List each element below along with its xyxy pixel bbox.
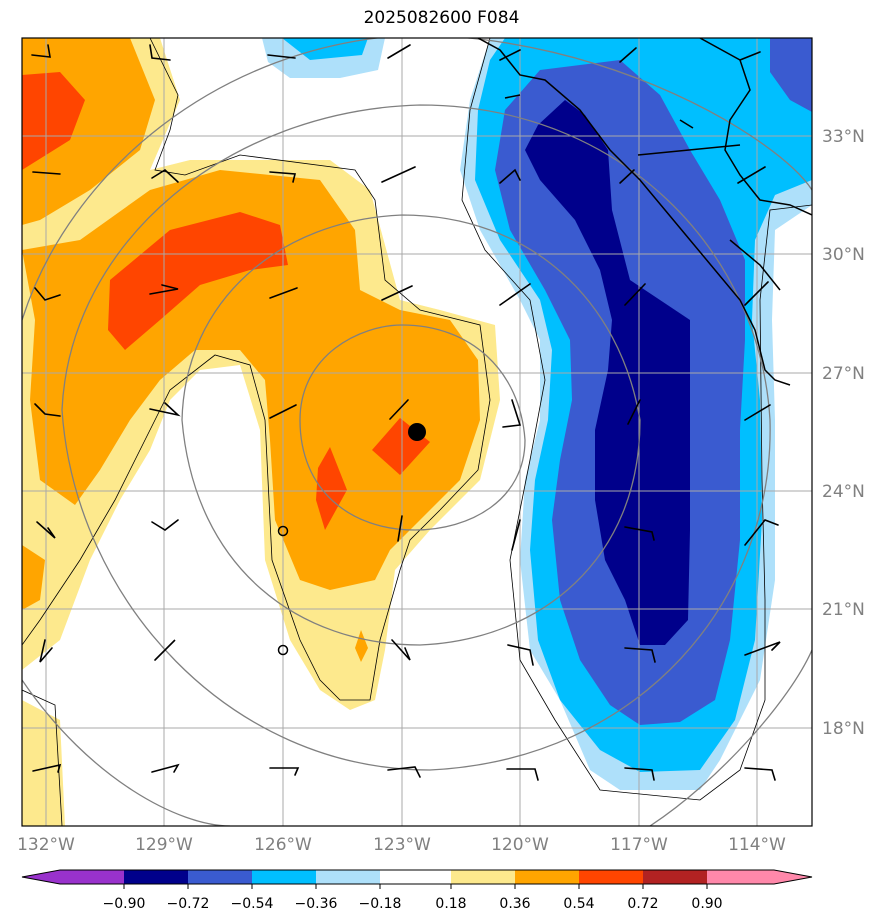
lat-label: 33°N bbox=[822, 127, 865, 147]
lon-label: 123°W bbox=[373, 835, 431, 855]
colorbar-segment bbox=[451, 870, 515, 884]
lon-label: 114°W bbox=[728, 835, 786, 855]
colorbar-tick-label: 0.54 bbox=[563, 896, 594, 912]
chart-title: 2025082600 F084 bbox=[363, 8, 520, 28]
colorbar-tick-label: 0.72 bbox=[627, 896, 658, 912]
colorbar-segment bbox=[316, 870, 380, 884]
lat-label: 24°N bbox=[822, 482, 865, 502]
storm-center-marker bbox=[408, 423, 426, 441]
lat-label: 18°N bbox=[822, 719, 865, 739]
colorbar-segment bbox=[380, 870, 451, 884]
colorbar-extend-low bbox=[22, 870, 60, 884]
colorbar-segment bbox=[60, 870, 124, 884]
colorbar-tick-label: −0.18 bbox=[359, 896, 402, 912]
storm-markers bbox=[277, 423, 426, 656]
colorbar-extend-high bbox=[774, 870, 812, 884]
coastline bbox=[477, 38, 812, 386]
open-circle-marker bbox=[277, 525, 289, 537]
lat-label: 30°N bbox=[822, 245, 865, 265]
colorbar-segment bbox=[515, 870, 579, 884]
lat-label: 27°N bbox=[822, 364, 865, 384]
lon-label: 129°W bbox=[135, 835, 193, 855]
longitude-labels: 132°W 129°W 126°W 123°W 120°W 117°W 114°… bbox=[17, 835, 786, 855]
colorbar-tick-label: −0.36 bbox=[295, 896, 338, 912]
colorbar-tick-label: 0.90 bbox=[691, 896, 722, 912]
positive-anomaly-fill bbox=[22, 38, 500, 826]
height-contours bbox=[22, 38, 812, 826]
map-frame bbox=[21, 37, 813, 827]
colorbar-segment bbox=[579, 870, 643, 884]
colorbar-segment bbox=[188, 870, 252, 884]
lon-label: 132°W bbox=[17, 835, 75, 855]
colorbar-tick-label: 0.36 bbox=[499, 896, 530, 912]
lon-label: 126°W bbox=[254, 835, 312, 855]
lat-label: 21°N bbox=[822, 600, 865, 620]
colorbar-tick-label: −0.54 bbox=[231, 896, 274, 912]
negative-anomaly-fill bbox=[262, 38, 812, 790]
map-panel bbox=[22, 38, 812, 826]
latitude-labels: 33°N 30°N 27°N 24°N 21°N 18°N bbox=[822, 127, 865, 739]
colorbar-tick-label: −0.90 bbox=[103, 896, 146, 912]
colorbar-tick-label: 0.18 bbox=[435, 896, 466, 912]
colorbar-segment bbox=[707, 870, 774, 884]
graticule bbox=[22, 38, 812, 826]
colorbar-segment bbox=[252, 870, 316, 884]
wind-barbs bbox=[31, 44, 781, 781]
open-circle-marker bbox=[277, 644, 289, 656]
lon-label: 117°W bbox=[610, 835, 668, 855]
lon-label: 120°W bbox=[491, 835, 549, 855]
colorbar-tick-label: −0.72 bbox=[167, 896, 210, 912]
colorbar-segment bbox=[643, 870, 707, 884]
colorbar: −0.90 −0.72 −0.54 −0.36 −0.18 0.18 0.36 … bbox=[21, 869, 813, 912]
colorbar-segment bbox=[124, 870, 188, 884]
